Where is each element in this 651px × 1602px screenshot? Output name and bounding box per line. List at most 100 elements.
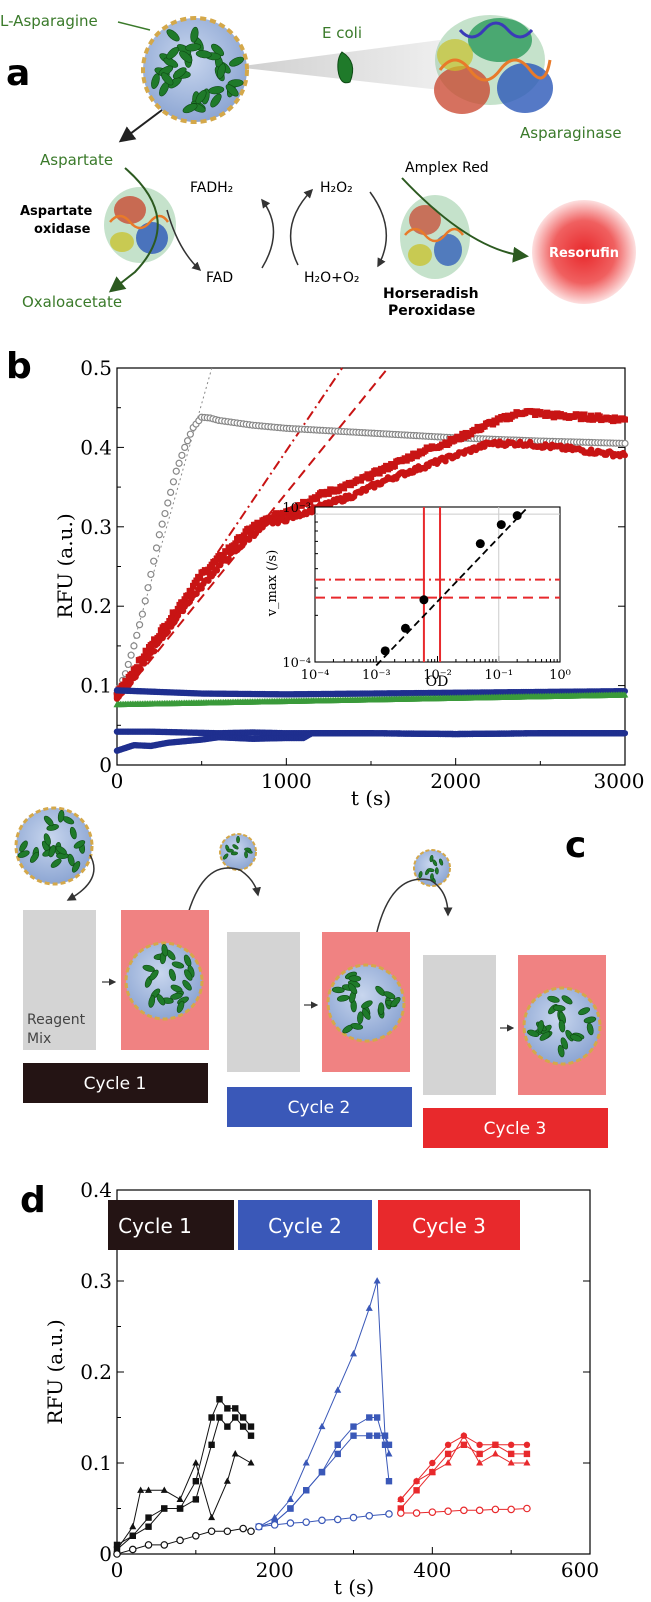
bacterium [149,969,159,981]
e-coli-cell [337,51,354,84]
b-data-point [340,484,348,492]
d-data-point [523,1441,531,1449]
cycle-2-bar [227,1087,412,1127]
d-data-point [192,1459,200,1466]
reagent-mix-label-1: Reagent [27,1012,86,1028]
bacterium [558,1019,566,1033]
bacterium [148,995,156,1008]
d-data-point [286,1519,295,1527]
b-data-point [596,413,603,420]
d-data-point [113,1541,121,1549]
d-data-point [207,1527,216,1536]
fad-label: FAD [206,270,233,286]
hrp-label-1: Horseradish [383,286,479,302]
bacterium [350,1023,364,1030]
b-data-point [621,439,629,448]
d-series-10 [397,1431,531,1502]
d-data-point [224,1405,231,1412]
b-data-point [175,459,183,467]
b-data-point [135,621,144,629]
d-data-point [303,1487,310,1494]
d-data-point [444,1450,452,1458]
bacterium [67,853,75,867]
b-data-point [223,548,231,555]
bacterium [348,983,358,995]
d-data-point [366,1432,373,1439]
d-data-point [333,1515,342,1524]
inset-ylabel: v_max (/s) [265,550,280,618]
d-data-point [381,1432,389,1439]
b-data-point [577,415,585,423]
d-data-point [373,1414,381,1421]
bacterium [57,809,65,823]
bacterium [561,995,573,1005]
bacterium [230,851,239,856]
bacterium [17,850,30,858]
b-data-point [151,647,158,655]
b-data-point [150,557,158,565]
transfer-arrow-0 [66,854,95,901]
inset-axes [314,506,561,663]
l-asparagine-pointer [117,21,151,31]
inset-xtick-label: 10⁻³ [362,668,391,683]
d-data-point [192,1532,200,1540]
d-series-line [116,1527,252,1555]
b-xtick-label: 0 [111,769,124,793]
d-data-point [232,1405,239,1412]
bacterium [331,986,345,994]
bacterium [184,969,193,981]
d-data-point [334,1386,342,1393]
b-data-point [622,452,628,459]
b-data-point [120,681,127,688]
b-data-point [178,451,186,459]
d-data-point [365,1304,373,1311]
oxaloacetate-label: Oxaloacetate [22,293,122,311]
bacterium [435,867,439,875]
d-data-point [176,1505,184,1512]
bacterium [362,1008,371,1020]
d-data-point [523,1450,531,1458]
b-data-point [376,470,383,477]
bacterium [176,1000,185,1013]
d-data-point [255,1522,263,1531]
d-data-point [413,1487,420,1494]
b-data-point [188,587,195,595]
b-data-point [144,584,152,592]
b-ytick-label: 0.4 [80,435,112,459]
d-data-point [349,1513,358,1522]
d-xtick-label: 400 [413,1558,451,1582]
b-data-point [155,531,163,539]
d-data-point [271,1513,279,1521]
bead-in-box-2 [326,963,406,1043]
d-data-point [373,1432,381,1439]
d-series-7 [255,1510,393,1531]
panel-d-ylabel: RFU (a.u.) [43,1319,67,1424]
h2o2-label: H₂O₂ [320,180,353,196]
b-data-point [181,443,189,451]
d-data-point [129,1532,136,1539]
bacterium [578,1007,591,1016]
b-data-point [325,490,332,497]
resorufin-blob [532,200,636,304]
bead-in-box-3 [522,986,602,1066]
d-data-point [128,1545,137,1554]
d-data-point [137,1486,145,1493]
d-data-point [444,1459,452,1466]
amplex-red-label: Amplex Red [405,160,489,176]
d-data-point [412,1509,421,1517]
bacterium [217,63,226,79]
d-data-point [239,1524,247,1533]
bacterium [182,979,192,991]
b-data-point [240,532,248,539]
panel-d: d 0 0.1 0.2 0.3 0.4 0 200 400 600 Cycle 1 Cycle … [20,1178,599,1599]
bacterium [50,858,62,868]
d-data-point [385,1510,393,1518]
d-data-point [491,1450,499,1457]
b-series-3 [113,687,628,698]
bacterium [166,29,180,42]
b-data-point [460,434,468,441]
b-data-point [149,640,156,648]
b-data-point [181,596,188,603]
bacterium [537,1020,544,1033]
bacterium [210,93,222,108]
